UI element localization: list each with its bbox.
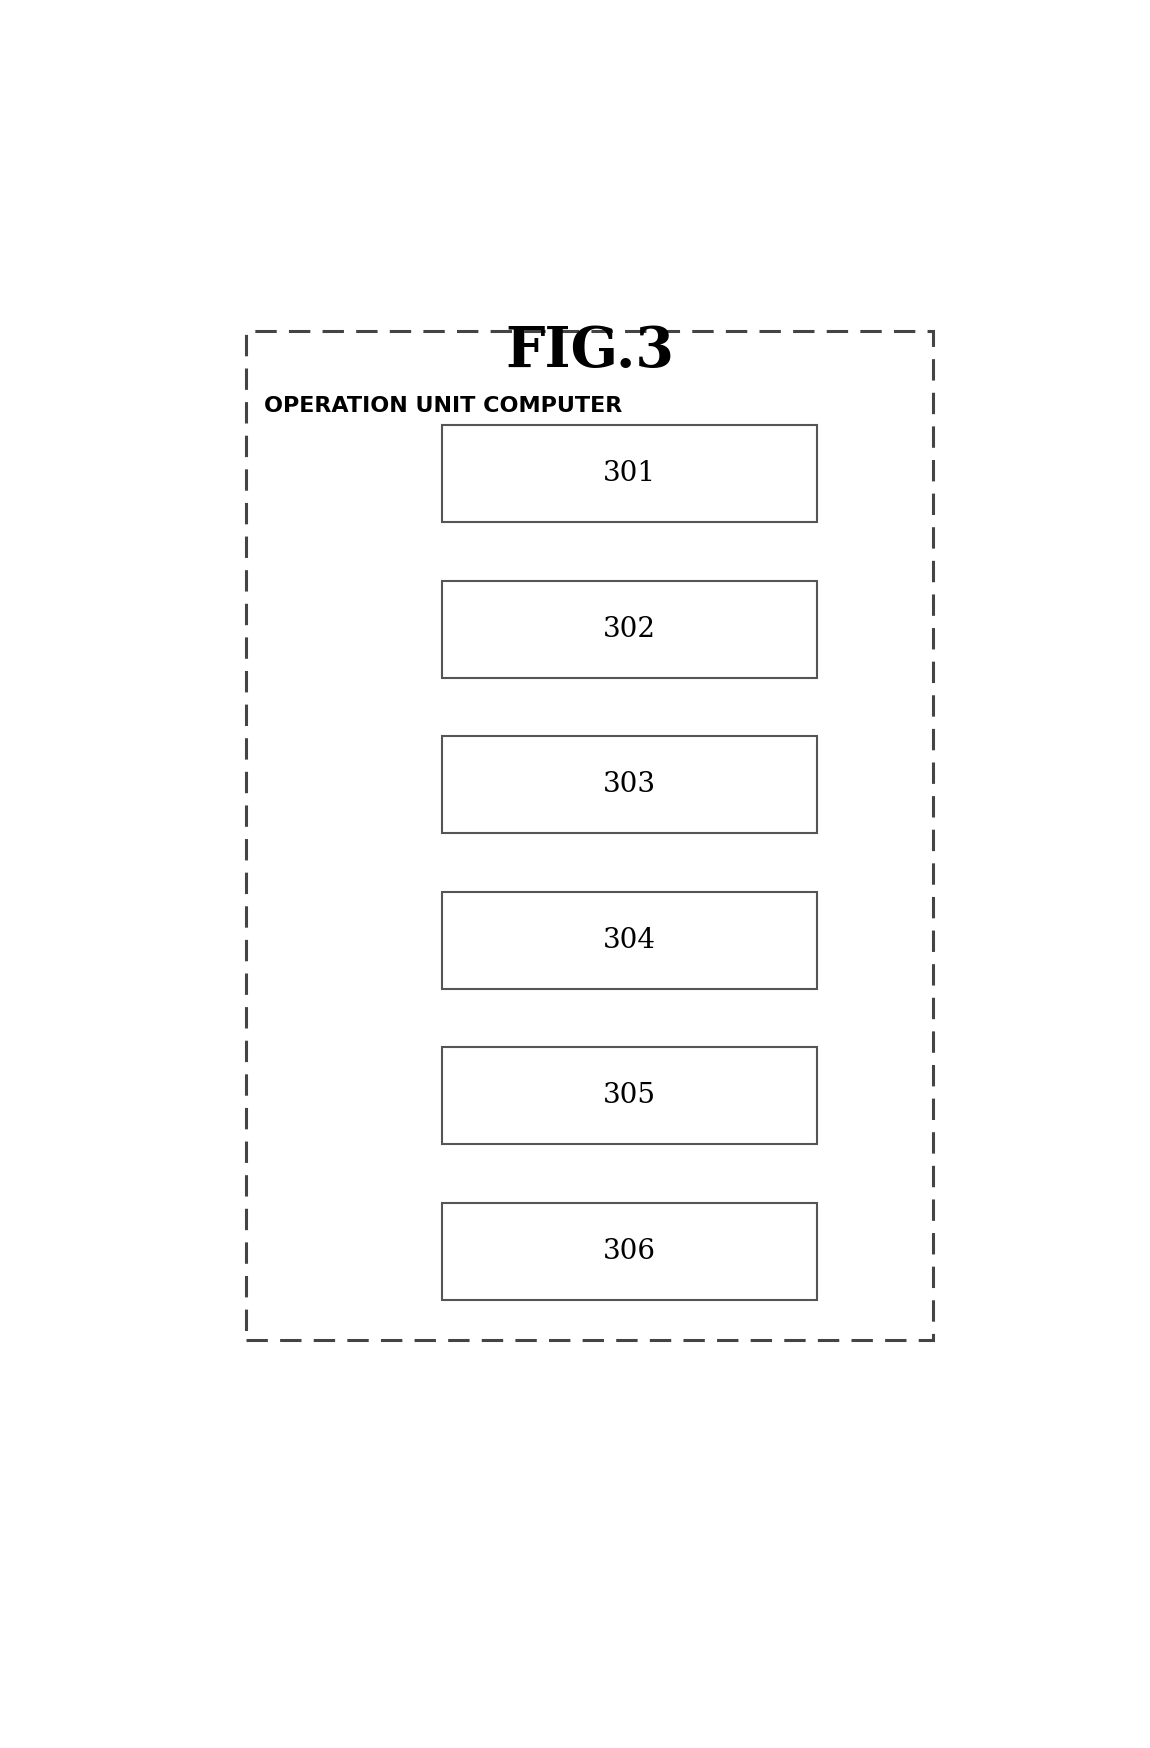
Text: 302: 302 bbox=[603, 615, 656, 643]
Bar bbox=[443, 580, 816, 678]
Bar bbox=[443, 736, 816, 834]
Bar bbox=[443, 425, 816, 523]
Bar bbox=[443, 1047, 816, 1145]
Text: 304: 304 bbox=[603, 926, 656, 954]
Text: OPERATION UNIT COMPUTER: OPERATION UNIT COMPUTER bbox=[264, 397, 622, 416]
Text: 305: 305 bbox=[603, 1082, 656, 1110]
Bar bbox=[443, 1203, 816, 1301]
Bar bbox=[443, 891, 816, 989]
Text: 301: 301 bbox=[603, 460, 656, 488]
Text: 303: 303 bbox=[603, 771, 656, 799]
Bar bbox=[246, 330, 933, 1341]
Text: 306: 306 bbox=[603, 1238, 656, 1266]
Text: FIG.3: FIG.3 bbox=[505, 323, 674, 379]
